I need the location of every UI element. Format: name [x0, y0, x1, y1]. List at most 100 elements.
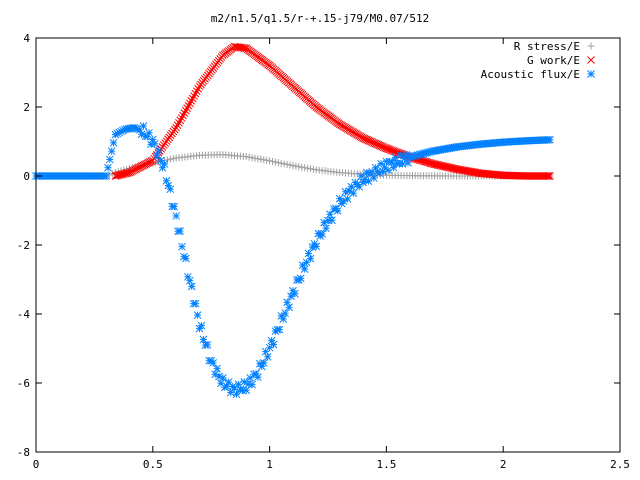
data-point [269, 157, 277, 165]
data-point [318, 230, 327, 238]
data-point [404, 159, 412, 167]
data-point [163, 156, 171, 164]
data-point [381, 143, 389, 152]
data-point [260, 156, 268, 164]
data-point [185, 276, 194, 285]
data-point [197, 321, 206, 330]
data-point [285, 303, 293, 312]
legend-label: G work/E [527, 54, 580, 67]
data-point [181, 106, 190, 115]
data-point [232, 390, 241, 399]
data-point [304, 164, 312, 172]
y-tick-label: -6 [17, 377, 30, 390]
y-tick-label: 2 [23, 101, 30, 114]
data-point [251, 154, 259, 162]
data-point [271, 158, 279, 166]
data-point [364, 177, 373, 185]
data-point [289, 162, 297, 170]
plot-frame [35, 37, 621, 453]
data-point [326, 210, 334, 219]
legend-marker [587, 42, 595, 50]
x-tick-label: 2 [500, 458, 507, 471]
data-point [263, 156, 271, 164]
data-point [190, 92, 198, 100]
data-point [242, 153, 250, 161]
data-point [169, 155, 177, 163]
data-point [269, 340, 278, 349]
data-point [263, 353, 272, 361]
data-point [257, 155, 265, 163]
data-point [291, 289, 299, 298]
data-point [296, 274, 305, 283]
data-point [173, 121, 182, 130]
data-point [226, 388, 235, 397]
data-point [239, 44, 248, 52]
data-point [274, 159, 282, 167]
y-tick-label: -8 [17, 446, 30, 459]
data-point [186, 99, 194, 108]
legend-label: Acoustic flux/E [481, 68, 580, 81]
data-point [300, 265, 309, 273]
data-point [280, 160, 288, 168]
data-point [166, 155, 174, 163]
data-point [187, 282, 196, 291]
data-point [178, 242, 186, 251]
data-point [383, 145, 392, 153]
data-point [102, 172, 110, 180]
data-point [245, 153, 253, 161]
legend-marker [587, 56, 595, 64]
data-point [193, 311, 202, 319]
data-point [109, 139, 118, 147]
data-point [192, 87, 201, 96]
data-point [309, 165, 317, 173]
chart-title: m2/n1.5/q1.5/r-+.15-j79/M0.07/512 [211, 12, 430, 25]
legend-label: R stress/E [514, 40, 580, 53]
data-point [154, 147, 163, 155]
data-point [302, 258, 311, 267]
data-point [254, 373, 262, 382]
data-point [306, 254, 315, 263]
data-point [298, 163, 306, 171]
data-point [254, 155, 262, 163]
data-point [213, 364, 221, 373]
data-point [199, 335, 208, 344]
data-point [176, 227, 184, 235]
data-point [385, 145, 394, 154]
data-point [295, 163, 303, 171]
data-point [182, 254, 190, 263]
data-point [194, 84, 202, 93]
data-point [283, 160, 291, 168]
axes: 0 0.5 1 1.5 2 2.5 -8 -6 -4 -2 0 2 4 [17, 32, 630, 471]
series-2 [32, 122, 554, 399]
series-1 [111, 42, 554, 180]
data-point [172, 123, 181, 132]
data-point [390, 147, 399, 156]
data-point [105, 155, 114, 164]
data-point [286, 161, 294, 169]
data-point [259, 359, 268, 367]
data-point [266, 157, 274, 165]
data-point [349, 189, 358, 198]
x-tick-label: 1 [266, 458, 273, 471]
data-point [180, 109, 189, 117]
data-point [139, 122, 148, 130]
y-tick-label: -4 [17, 308, 31, 321]
data-point [107, 147, 116, 156]
data-point [292, 162, 300, 170]
data-point [215, 372, 223, 381]
data-point [389, 163, 398, 172]
data-point [122, 169, 131, 178]
data-point [312, 242, 321, 251]
data-point [160, 160, 169, 168]
data-point [382, 144, 391, 153]
data-point [304, 249, 313, 258]
data-point [177, 114, 186, 122]
data-point [224, 378, 233, 386]
data-point [386, 146, 395, 154]
y-tick-label: -2 [17, 239, 30, 252]
data-point [277, 159, 285, 167]
data-point [150, 139, 159, 148]
data-point [248, 380, 256, 389]
data-point [328, 216, 336, 225]
y-tick-label: 4 [23, 32, 30, 45]
